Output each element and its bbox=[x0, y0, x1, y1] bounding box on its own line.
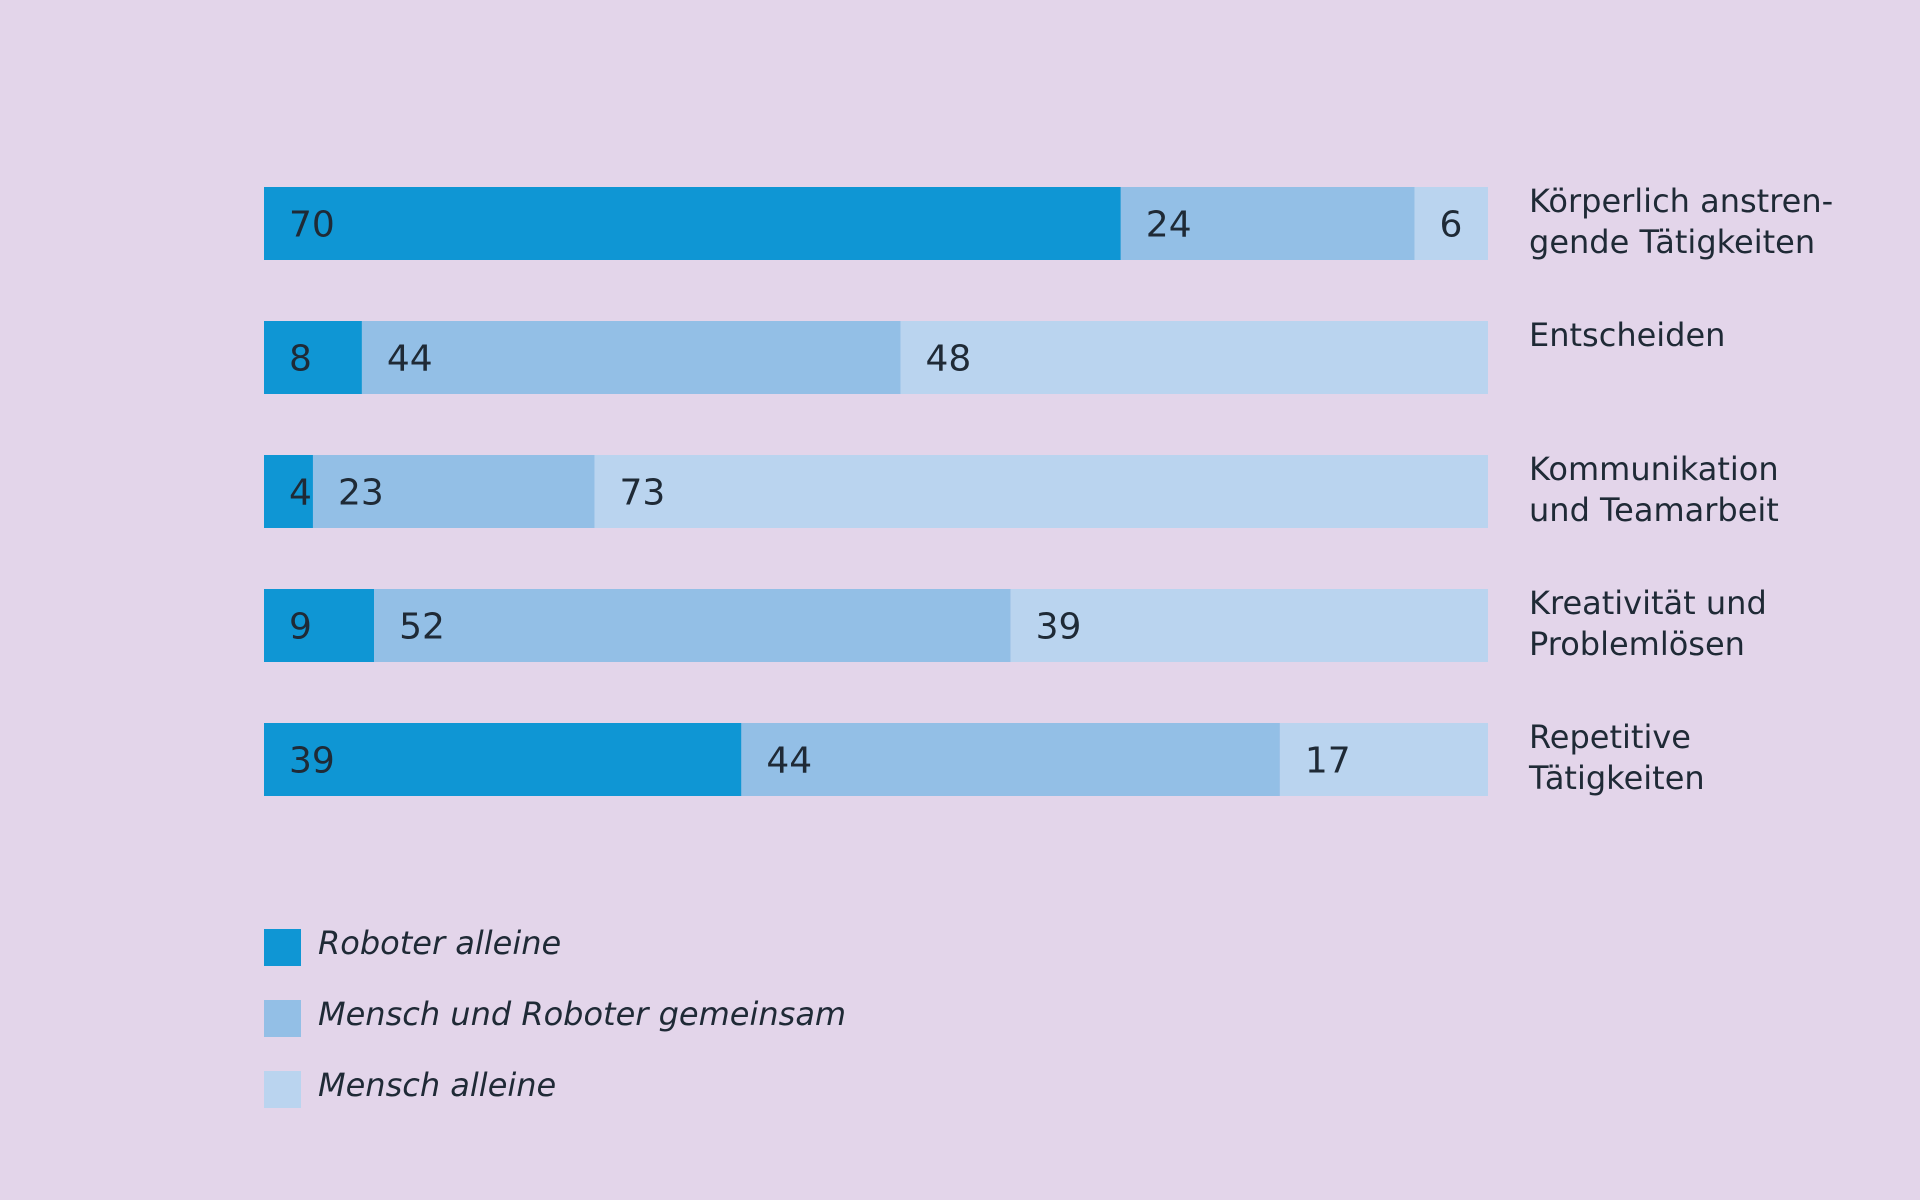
bar-segment bbox=[900, 321, 1488, 394]
category-label: Repetitive bbox=[1529, 718, 1691, 756]
data-label: 9 bbox=[289, 607, 312, 648]
bar-segment bbox=[1279, 723, 1488, 796]
data-label: 44 bbox=[766, 741, 812, 782]
data-label: 52 bbox=[399, 607, 445, 648]
bar-segment bbox=[264, 321, 362, 394]
legend: Roboter alleine Mensch und Roboter gemein… bbox=[264, 924, 846, 1108]
data-label: 44 bbox=[387, 339, 433, 380]
category-label: Kommunikation bbox=[1529, 450, 1779, 488]
bar-segment bbox=[361, 321, 901, 394]
data-label: 23 bbox=[338, 473, 384, 514]
legend-swatch bbox=[264, 929, 301, 966]
category-label: Körperlich anstren- bbox=[1529, 182, 1833, 220]
data-label: 70 bbox=[289, 205, 335, 246]
category-label: Tätigkeiten bbox=[1528, 759, 1705, 797]
data-label: 73 bbox=[619, 473, 665, 514]
category-label: Kreativität und bbox=[1529, 584, 1767, 622]
bar-segment bbox=[264, 455, 313, 528]
data-label: 8 bbox=[289, 339, 312, 380]
legend-label: Mensch alleine bbox=[318, 1066, 556, 1104]
data-label: 39 bbox=[1036, 607, 1082, 648]
data-label: 17 bbox=[1305, 741, 1351, 782]
bar-segment bbox=[1120, 187, 1415, 260]
data-label: 39 bbox=[289, 741, 335, 782]
legend-label: Mensch und Roboter gemeinsam bbox=[318, 995, 846, 1033]
legend-label: Roboter alleine bbox=[318, 924, 561, 962]
bar-segment bbox=[1010, 589, 1488, 662]
bar-segment bbox=[594, 455, 1488, 528]
data-label: 4 bbox=[289, 473, 312, 514]
bar-segment bbox=[264, 589, 375, 662]
bar-segment bbox=[312, 455, 595, 528]
legend-swatch bbox=[264, 1000, 301, 1037]
data-label: 24 bbox=[1146, 205, 1192, 246]
category-label: Entscheiden bbox=[1529, 316, 1725, 354]
category-label: Problemlösen bbox=[1529, 625, 1745, 663]
bar-segment bbox=[1414, 187, 1488, 260]
bar-segment bbox=[374, 589, 1011, 662]
bar-segment bbox=[741, 723, 1280, 796]
category-labels: Körperlich anstren-gende Tätigkeiten Ents… bbox=[1528, 182, 1833, 797]
bar-group: 70 24 6 8 44 48 4 23 73 9 52 39 39 44 17 bbox=[264, 187, 1488, 796]
data-label: 48 bbox=[925, 339, 971, 380]
data-label: 6 bbox=[1440, 205, 1463, 246]
category-label: gende Tätigkeiten bbox=[1529, 223, 1815, 261]
category-label: und Teamarbeit bbox=[1529, 491, 1779, 529]
bar-segment bbox=[264, 723, 742, 796]
legend-swatch bbox=[264, 1071, 301, 1108]
bar-segment bbox=[264, 187, 1121, 260]
